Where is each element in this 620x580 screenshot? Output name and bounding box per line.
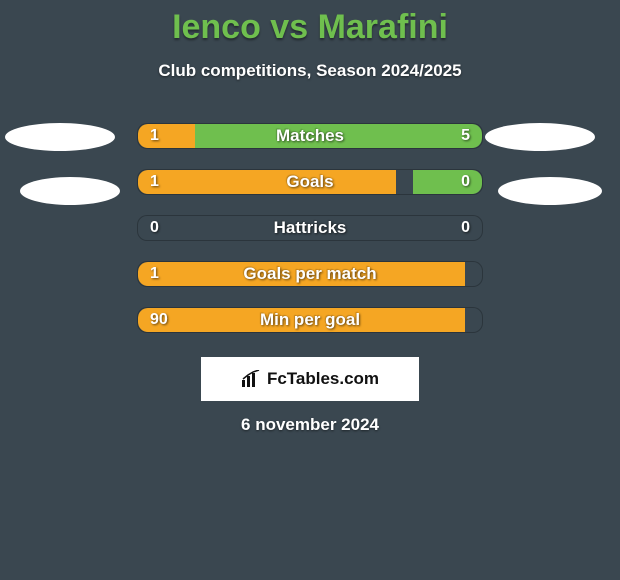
- chart-icon: [241, 370, 261, 388]
- stat-row: 00Hattricks: [0, 205, 620, 251]
- subtitle: Club competitions, Season 2024/2025: [0, 61, 620, 81]
- stat-row: 90Min per goal: [0, 297, 620, 343]
- player-placeholder: [5, 123, 115, 151]
- player-placeholder: [20, 177, 120, 205]
- player-placeholder: [498, 177, 602, 205]
- stat-bar: 10Goals: [137, 169, 483, 195]
- player-placeholder: [485, 123, 595, 151]
- stat-bar: 1Goals per match: [137, 261, 483, 287]
- brand-text: FcTables.com: [267, 369, 379, 389]
- stat-bar: 00Hattricks: [137, 215, 483, 241]
- stat-bar: 90Min per goal: [137, 307, 483, 333]
- stat-bar: 15Matches: [137, 123, 483, 149]
- page-title: Ienco vs Marafini: [0, 0, 620, 47]
- stat-label: Min per goal: [138, 308, 482, 332]
- stat-label: Goals: [138, 170, 482, 194]
- stat-label: Goals per match: [138, 262, 482, 286]
- stat-label: Matches: [138, 124, 482, 148]
- brand-box: FcTables.com: [201, 357, 419, 401]
- stat-row: 1Goals per match: [0, 251, 620, 297]
- stat-label: Hattricks: [138, 216, 482, 240]
- date-text: 6 november 2024: [0, 415, 620, 435]
